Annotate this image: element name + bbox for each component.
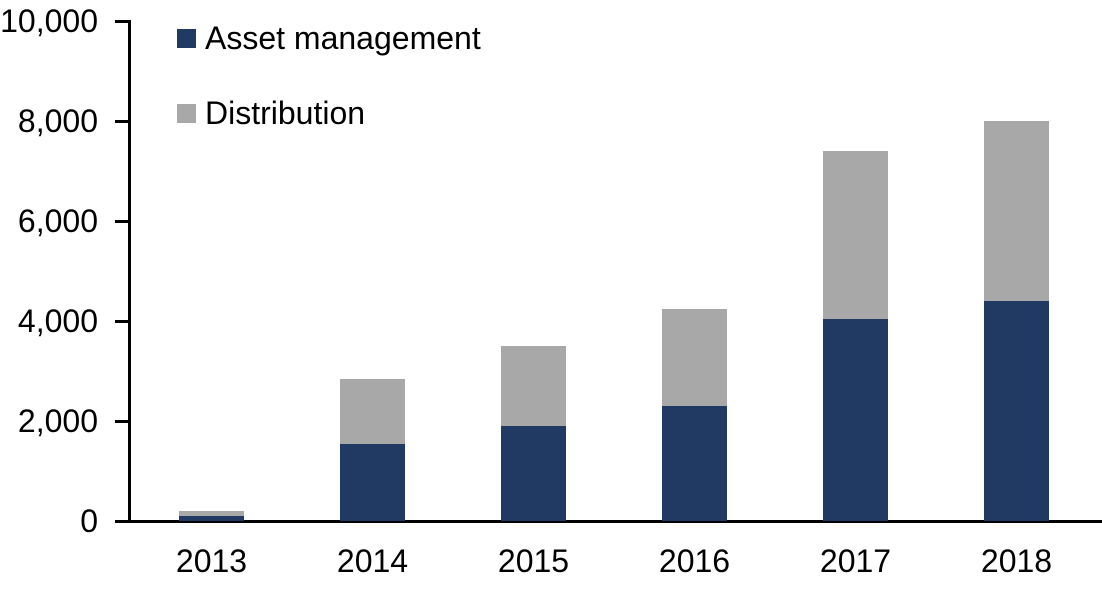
y-tick-label-8-000: 8,000 [17,103,98,139]
y-tick-label-10-000: 10,000 [0,3,98,39]
bar-segment-asset-management-2013 [179,516,244,521]
x-category-label-2014: 2014 [336,543,409,579]
y-tick-label-0: 0 [80,503,98,539]
y-tick-label-2-000: 2,000 [17,403,98,439]
y-tick-2-000 [115,420,129,423]
bar-2016 [662,308,727,521]
bar-segment-asset-management-2015 [501,426,566,521]
bar-segment-distribution-2017 [823,151,888,319]
bar-segment-asset-management-2016 [662,406,727,521]
legend-item-distribution: Distribution [177,94,365,132]
x-category-label-2013: 2013 [175,543,248,579]
y-tick-8-000 [115,120,129,123]
bar-segment-distribution-2013 [179,511,244,516]
bar-2017 [823,151,888,521]
bar-2014 [340,378,405,521]
bar-2013 [179,511,244,521]
bar-segment-distribution-2015 [501,346,566,426]
x-category-label-2016: 2016 [658,543,731,579]
x-category-label-2015: 2015 [497,543,570,579]
y-tick-4-000 [115,320,129,323]
x-category-label-2017: 2017 [819,543,892,579]
legend-label-asset-management: Asset management [205,20,481,56]
x-category-label-2018: 2018 [980,543,1053,579]
bar-segment-asset-management-2017 [823,318,888,521]
legend-swatch-distribution [177,103,196,123]
y-tick-label-4-000: 4,000 [17,303,98,339]
bar-segment-distribution-2014 [340,378,405,444]
y-tick-10-000 [115,20,129,23]
x-axis-line [115,520,1102,523]
y-tick-label-6-000: 6,000 [17,203,98,239]
y-axis-line [128,20,131,523]
bar-segment-asset-management-2018 [984,301,1049,521]
bar-segment-asset-management-2014 [340,443,405,521]
y-tick-6-000 [115,220,129,223]
bar-segment-distribution-2018 [984,121,1049,301]
legend-swatch-asset-management [177,28,196,48]
bar-2015 [501,346,566,521]
y-tick-0 [115,520,129,523]
legend-item-asset-management: Asset management [177,19,481,57]
bar-2018 [984,121,1049,521]
legend-label-distribution: Distribution [205,95,366,131]
bar-segment-distribution-2016 [662,308,727,406]
